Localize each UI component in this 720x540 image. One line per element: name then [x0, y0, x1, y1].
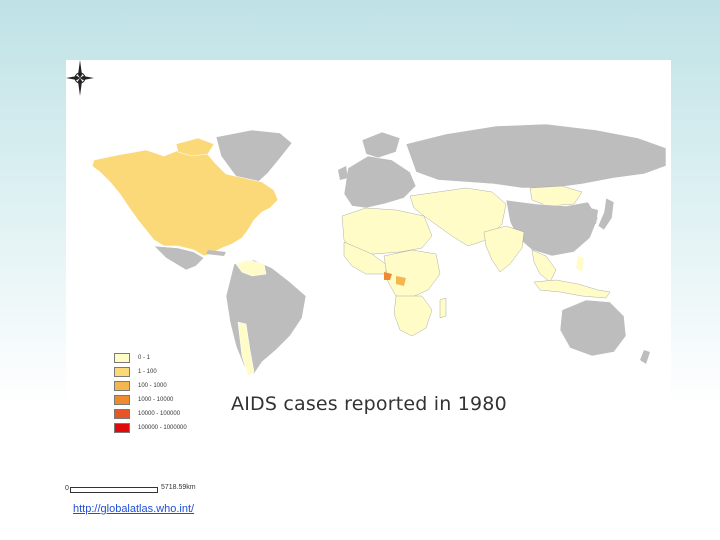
chile [237, 321, 255, 377]
world-map [91, 123, 667, 377]
southern-africa [393, 295, 433, 337]
map-title: AIDS cases reported in 1980 [231, 393, 507, 415]
japan [597, 197, 615, 231]
legend-item: 1 - 100 [114, 366, 157, 378]
mongolia [529, 185, 583, 207]
scale-start-label: 0 [65, 485, 69, 492]
congo [396, 276, 406, 286]
map-panel: 0 - 1 1 - 100 100 - 1000 1000 - 10000 10… [65, 60, 671, 495]
legend-swatch [114, 423, 130, 433]
west-africa [343, 241, 389, 275]
europe [343, 155, 417, 209]
north-america [91, 147, 279, 257]
central-america [153, 245, 205, 271]
legend-item: 100 - 1000 [114, 380, 167, 392]
india [483, 225, 525, 273]
cameroon [384, 272, 392, 280]
uk [338, 166, 348, 180]
russia [405, 123, 667, 189]
legend-item: 1000 - 10000 [114, 394, 173, 406]
legend-item: 10000 - 100000 [114, 408, 180, 420]
new-zealand [640, 350, 650, 364]
legend-label: 0 - 1 [138, 355, 151, 361]
scandinavia [361, 131, 401, 159]
korea [588, 208, 598, 224]
south-america [225, 259, 307, 375]
central-africa [383, 249, 441, 299]
indonesia [533, 279, 611, 299]
australia [559, 299, 627, 357]
compass-rose-icon [66, 60, 94, 96]
scale-end-label: 5718.59km [161, 484, 196, 491]
scale-bar-line [70, 487, 158, 493]
legend-item: 0 - 1 [114, 352, 150, 364]
legend-swatch [114, 395, 130, 405]
legend-swatch [114, 381, 130, 391]
source-link[interactable]: http://globalatlas.who.int/ [73, 503, 195, 515]
philippines [576, 256, 584, 272]
madagascar [439, 297, 447, 319]
legend-label: 100000 - 1000000 [138, 425, 187, 431]
legend-swatch [114, 353, 130, 363]
legend-swatch [114, 367, 130, 377]
legend-label: 100 - 1000 [138, 383, 167, 389]
arctic-islands [175, 137, 215, 157]
legend-item: 100000 - 1000000 [114, 422, 187, 434]
legend-label: 1 - 100 [138, 369, 157, 375]
cuba [206, 250, 226, 256]
legend-label: 1000 - 10000 [138, 397, 174, 403]
legend-label: 10000 - 100000 [138, 411, 181, 417]
legend-swatch [114, 409, 130, 419]
scale-bar: 0 5718.59km [65, 484, 226, 495]
greenland [215, 129, 293, 185]
colombia-venezuela [235, 259, 267, 277]
